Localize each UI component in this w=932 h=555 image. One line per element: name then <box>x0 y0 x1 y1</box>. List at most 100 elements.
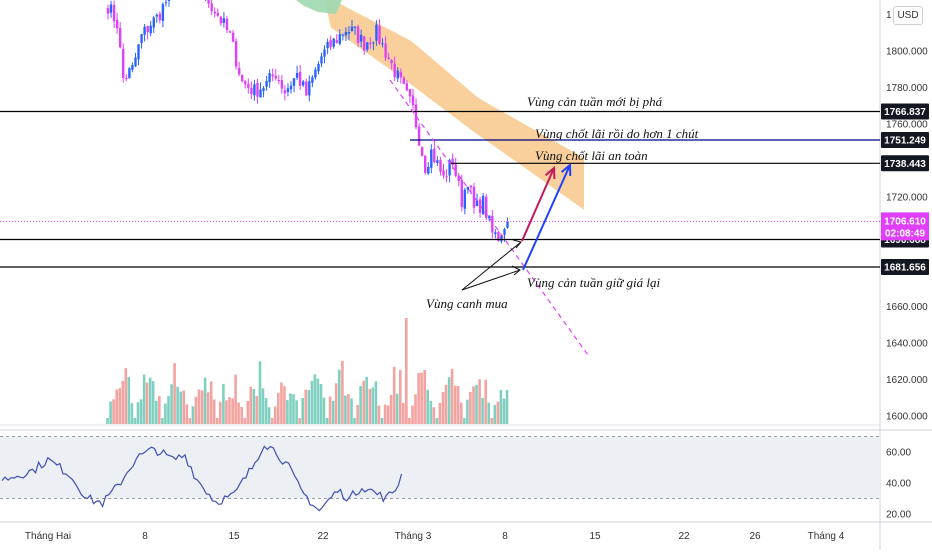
candle-body <box>359 34 363 42</box>
volume-bar <box>496 401 500 424</box>
candle-body <box>411 95 415 106</box>
volume-bar <box>228 397 231 424</box>
horizontal-levels <box>0 110 880 268</box>
candle-body <box>356 26 360 43</box>
volume-bar <box>429 400 433 424</box>
annotation-text: Vùng cản tuần giữ giá lại <box>527 275 660 290</box>
time-tick-label: Tháng Hai <box>25 531 71 542</box>
candle-body <box>363 36 366 51</box>
volume-bar <box>313 374 317 424</box>
volume-bar <box>109 401 112 424</box>
volume-bar <box>380 418 384 424</box>
arrow-extended-target-head <box>560 162 572 177</box>
volume-bar <box>493 404 497 424</box>
annotation-text: Vùng chốt lãi rồi do hơn 1 chút <box>535 126 699 141</box>
candle-body <box>378 25 381 44</box>
time-tick-label: 15 <box>589 531 601 542</box>
time-axis: Tháng Hai 8 15 22 Tháng 3 8 15 22 26 Tháng 4 <box>25 531 845 542</box>
volume-bar <box>280 382 283 424</box>
candle-body <box>137 44 140 60</box>
volume-bar <box>286 400 289 424</box>
pointer-head <box>511 265 521 276</box>
volume-bar <box>438 402 442 424</box>
volume-bar <box>334 383 338 424</box>
price-tick-label: 1620.000 <box>886 375 928 386</box>
volume-bar <box>353 418 356 424</box>
volume-bar <box>374 381 378 424</box>
volume-bar <box>371 387 375 424</box>
volume-bar <box>490 418 494 424</box>
volume-bar <box>194 396 198 424</box>
volume-bar <box>130 403 134 424</box>
time-tick-label: 26 <box>749 531 761 542</box>
volume-bar <box>240 407 243 424</box>
currency-selector[interactable]: USD <box>893 6 923 25</box>
candle-body <box>311 77 314 83</box>
volume-bar <box>167 395 170 424</box>
candle-body <box>417 126 421 146</box>
candle-body <box>381 43 384 45</box>
oscillator-tick-label: 40.00 <box>886 479 911 490</box>
candle-body <box>494 232 497 235</box>
cloud-bear-area <box>325 0 584 210</box>
candle-body <box>317 63 320 72</box>
volume-bar <box>139 399 143 424</box>
price-tick-label: 1760.000 <box>886 120 928 131</box>
volume-bar <box>466 399 469 424</box>
candle-body <box>247 83 250 88</box>
candle-body <box>335 40 338 43</box>
candle-body <box>314 69 317 78</box>
volume-bar <box>298 418 301 424</box>
volume-bar <box>243 418 246 424</box>
volume-bar <box>441 391 445 424</box>
time-tick-label: 22 <box>678 531 690 542</box>
volume-bar <box>261 388 265 424</box>
volume-bar <box>331 400 335 424</box>
target-arrows <box>521 162 572 271</box>
candle-body <box>375 24 378 41</box>
time-tick-label: Tháng 3 <box>395 531 432 542</box>
volume-bar <box>405 318 408 424</box>
volume-bar <box>362 380 365 424</box>
candle-body <box>274 76 277 79</box>
candle-body <box>506 221 509 228</box>
candle-body <box>481 195 485 215</box>
candle-body <box>344 31 348 36</box>
volume-bar <box>505 390 509 424</box>
candle-body <box>250 87 253 94</box>
volume-bar <box>484 379 487 424</box>
candle-body <box>347 32 351 34</box>
volume-bar <box>161 418 164 424</box>
candle-body <box>433 148 436 163</box>
candle-body <box>500 235 503 242</box>
volume-bar <box>151 381 155 424</box>
volume-bar <box>456 386 460 424</box>
candle-body <box>503 229 506 235</box>
candle-body <box>106 8 110 14</box>
volume-bar <box>219 401 222 424</box>
price-tick-label: 1640.000 <box>886 339 928 350</box>
candle-body <box>219 16 223 24</box>
volume-bar <box>289 393 292 424</box>
annotations: Vùng cản tuần mới bị phá Vùng chốt lãi rồ… <box>426 94 699 311</box>
candle-body <box>430 149 433 168</box>
arrow-extended-target <box>522 164 571 271</box>
pointer-line <box>461 241 522 291</box>
candle-body <box>497 231 500 241</box>
volume-bar <box>216 418 219 424</box>
candle-body <box>228 31 232 33</box>
price-level-value: 1766.837 <box>884 107 926 118</box>
candle-body <box>448 160 451 176</box>
candle-body <box>463 189 466 209</box>
volume-bar <box>206 392 210 424</box>
volume-bar <box>460 402 463 424</box>
candle-body <box>155 14 158 17</box>
candle-body <box>134 57 137 67</box>
volume-bar <box>155 400 158 424</box>
candle-body <box>259 89 262 98</box>
candle-body <box>341 34 345 36</box>
candle-body <box>253 84 256 96</box>
price-level-value: 1681.656 <box>884 263 926 274</box>
